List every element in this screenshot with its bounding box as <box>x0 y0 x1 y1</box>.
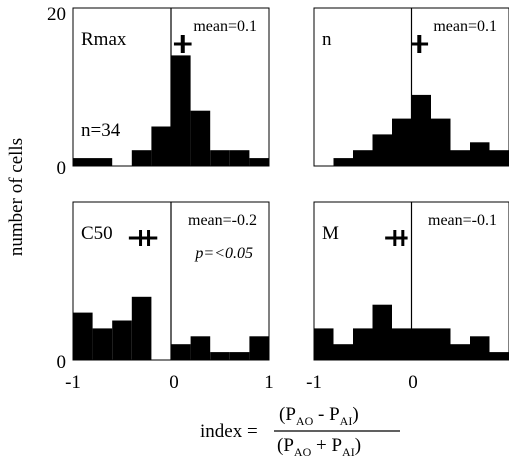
rmax-bar <box>131 150 152 166</box>
rmax-title: Rmax <box>81 29 127 50</box>
n-bar <box>333 158 353 166</box>
n-bar <box>470 142 490 166</box>
c50-p-label: p=<0.05 <box>194 245 253 262</box>
m-bar <box>431 328 451 360</box>
formula-lhs: index = <box>200 421 258 442</box>
rmax-bar <box>229 150 250 166</box>
c50-bar <box>171 344 191 360</box>
m-bar <box>392 328 412 360</box>
rmax-n-label: n=34 <box>81 120 121 141</box>
y-tick-label-top-max: 20 <box>47 4 66 25</box>
n-bar <box>411 94 431 166</box>
c50-bar <box>112 320 132 360</box>
n-bar <box>353 150 373 166</box>
rmax-bar <box>171 55 191 166</box>
n-bar <box>431 118 451 166</box>
rmax-mean-label: mean=0.1 <box>193 18 257 35</box>
m-bar <box>333 344 353 360</box>
m-mean-label: mean=-0.1 <box>428 212 497 229</box>
c50-mean-label: mean=-0.2 <box>188 212 257 229</box>
c50-bar <box>73 312 93 360</box>
y-tick-label-bottom-zero: 0 <box>57 352 67 373</box>
n-mean-label: mean=0.1 <box>433 18 497 35</box>
n-bar <box>372 134 392 166</box>
c50-bar <box>249 336 269 360</box>
n-bar <box>450 150 470 166</box>
c50-title: C50 <box>81 223 113 244</box>
m-bar <box>411 328 431 360</box>
c50-bar <box>210 352 230 360</box>
panel-c50: C50 mean=-0.2 p=<0.05 <box>72 201 270 361</box>
c50-bar <box>131 296 152 360</box>
y-axis-label: number of cells <box>6 138 27 256</box>
rmax-bar <box>151 126 171 166</box>
x-tick-label-left-neg1: -1 <box>65 372 81 393</box>
x-axis-formula: index = (PAO - PAI) (PAO + PAI) <box>200 404 400 459</box>
c50-bar <box>190 336 211 360</box>
y-tick-label-top-zero: 0 <box>57 158 67 179</box>
n-title: n <box>322 29 332 50</box>
rmax-bar <box>190 110 211 166</box>
m-bar <box>450 344 470 360</box>
m-bar <box>470 336 490 360</box>
m-bar <box>353 328 373 360</box>
panel-rmax: Rmax mean=0.1 n=34 <box>72 7 270 167</box>
formula-denominator: (PAO + PAI) <box>277 435 361 459</box>
x-tick-label-right-zero: 0 <box>408 372 418 393</box>
c50-bar <box>229 352 250 360</box>
x-tick-label-left-pos1: 1 <box>264 372 274 393</box>
x-tick-label-left-zero: 0 <box>169 372 179 393</box>
rmax-bar <box>210 150 230 166</box>
c50-bar <box>92 328 113 360</box>
n-bar <box>489 150 509 166</box>
rmax-bar <box>73 158 113 166</box>
m-bar <box>314 328 334 360</box>
m-bar <box>489 352 509 360</box>
m-bar <box>372 304 392 360</box>
n-bar <box>392 118 412 166</box>
formula-numerator: (PAO - PAI) <box>279 404 359 428</box>
x-tick-label-right-neg1: -1 <box>306 372 322 393</box>
panel-n: n mean=0.1 <box>313 7 509 167</box>
m-title: M <box>322 223 339 244</box>
rmax-bar <box>249 158 269 166</box>
